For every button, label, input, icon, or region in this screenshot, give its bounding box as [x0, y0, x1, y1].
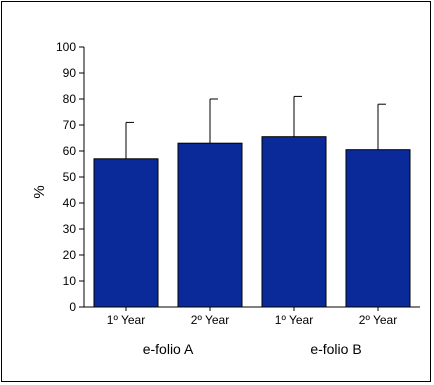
y-tick-label: 90 [63, 66, 77, 80]
error-bar [293, 95, 302, 137]
error-bar [377, 103, 386, 150]
bar [177, 142, 243, 308]
x-tick-label: 1º Year [275, 313, 313, 327]
y-tick-label: 0 [69, 300, 76, 314]
x-axis [79, 306, 420, 311]
bar [93, 158, 159, 308]
group-label: e-folio B [310, 341, 361, 357]
y-tick-label: 50 [63, 170, 77, 184]
y-tick-label: 80 [63, 92, 77, 106]
error-bar [125, 121, 134, 159]
y-tick-label: 10 [63, 274, 77, 288]
group-label: e-folio A [143, 341, 194, 357]
y-axis-title: % [31, 185, 48, 198]
bars [93, 136, 411, 308]
y-tick-label: 100 [56, 40, 76, 54]
category-labels: 1º Year 2º Year 1º Year 2º Year [107, 313, 397, 327]
x-tick-label: 2º Year [359, 313, 397, 327]
bar [345, 149, 411, 308]
error-bar [209, 98, 218, 144]
y-axis: 0 10 20 30 40 50 60 70 80 90 100 [56, 40, 85, 314]
error-bars [125, 95, 386, 159]
bar [261, 136, 327, 308]
y-tick-label: 40 [63, 196, 77, 210]
y-tick-label: 70 [63, 118, 77, 132]
y-tick-label: 20 [63, 248, 77, 262]
x-tick-label: 1º Year [107, 313, 145, 327]
x-tick-label: 2º Year [191, 313, 229, 327]
y-tick-label: 30 [63, 222, 77, 236]
group-labels: e-folio A e-folio B [143, 341, 362, 357]
y-tick-label: 60 [63, 144, 77, 158]
